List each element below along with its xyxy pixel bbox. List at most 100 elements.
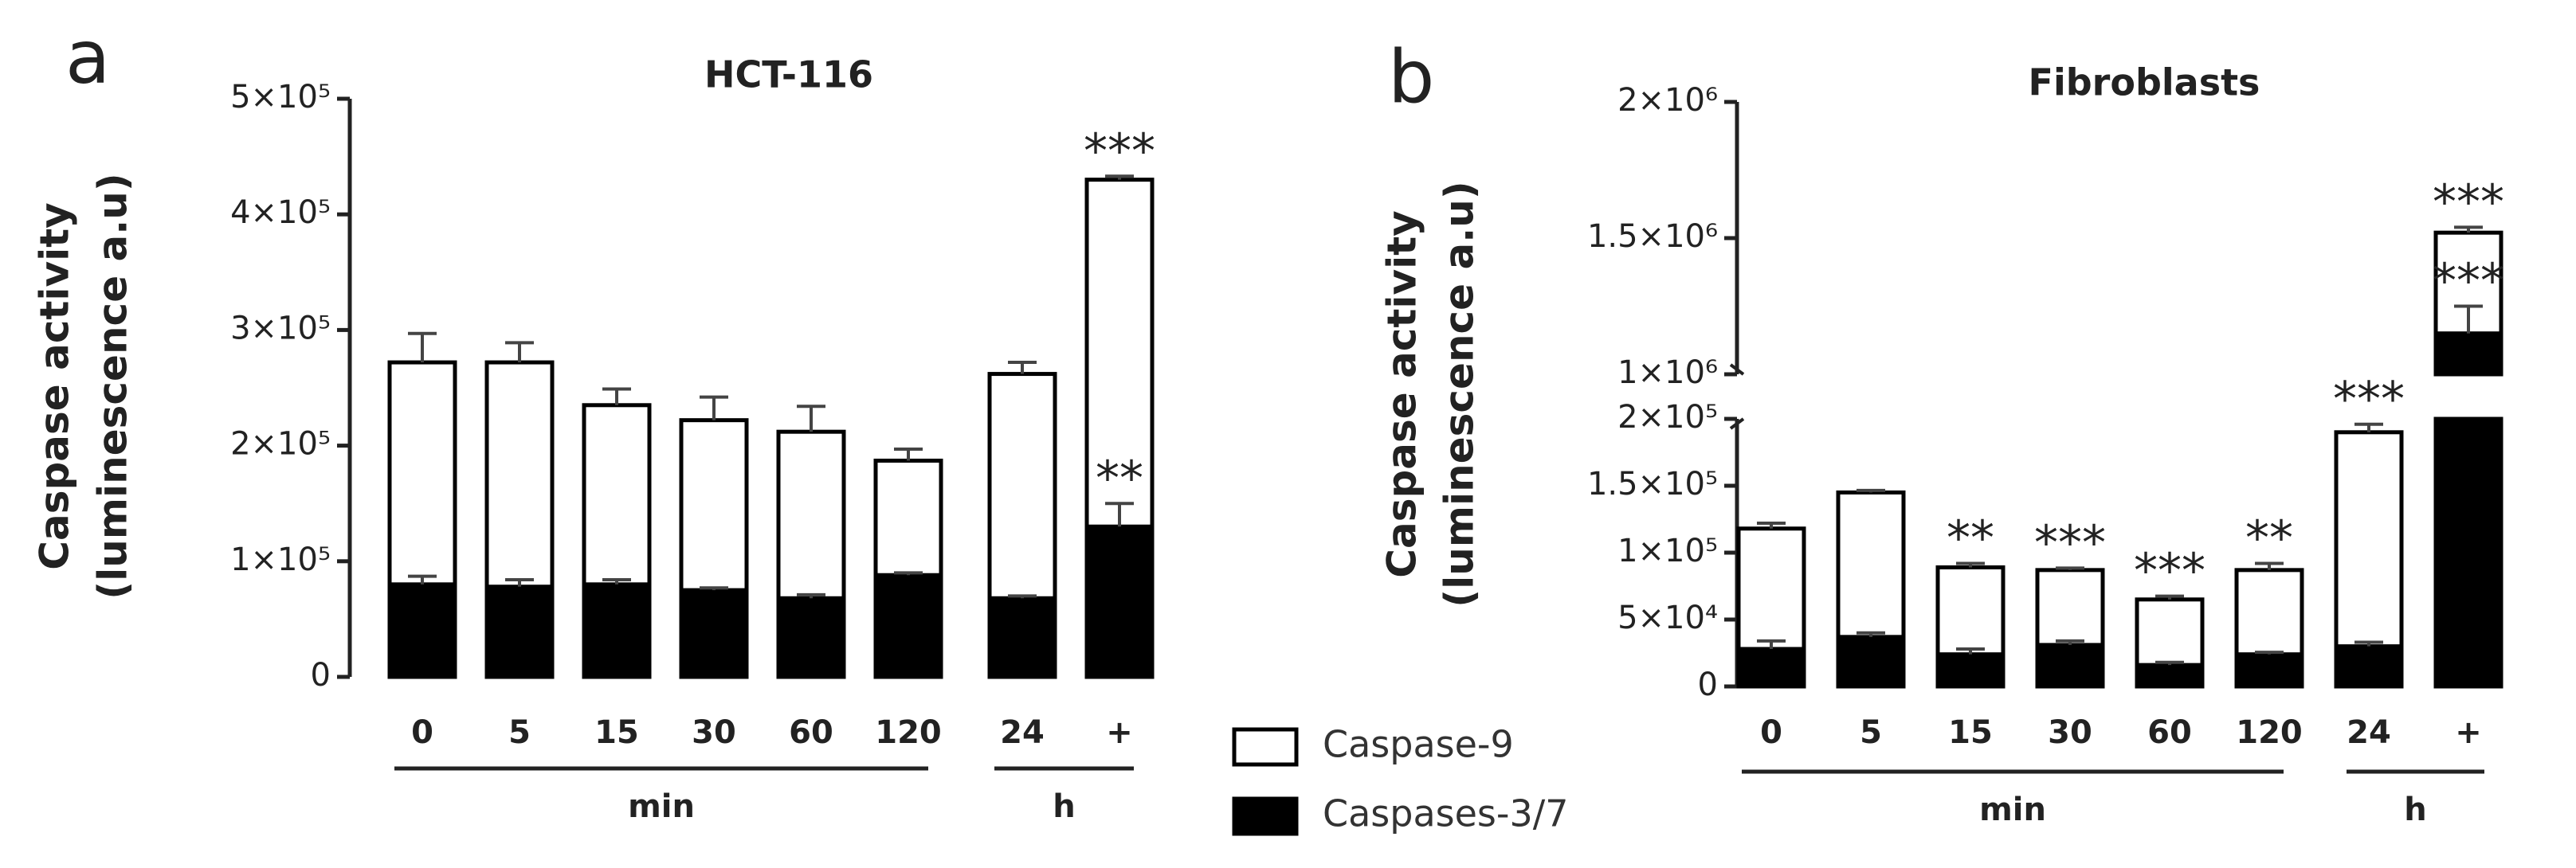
- y-tick-label: 1.5×10⁶: [1587, 218, 1718, 255]
- bar: [1736, 647, 1806, 689]
- error-bar: [2454, 225, 2483, 233]
- error-bar: [1956, 561, 1985, 568]
- significance: ***: [2134, 543, 2205, 599]
- error-bar: [700, 395, 728, 420]
- bar: [484, 585, 555, 679]
- bar: [1935, 652, 2006, 689]
- x-tick-label: 60: [2147, 714, 2192, 751]
- panel: a HCT-116 Caspase activity (luminescence a.…: [32, 14, 1156, 825]
- error-bar: [1757, 639, 1786, 649]
- y-axis-label: Caspase activity: [1379, 210, 1425, 577]
- significance: ***: [2433, 174, 2504, 230]
- error-bar: [2056, 639, 2084, 645]
- x-tick-label: 60: [789, 714, 833, 751]
- chart-title: HCT-116: [704, 53, 873, 96]
- significance: **: [1096, 451, 1143, 506]
- error-bar: [602, 387, 631, 405]
- error-bar: [1008, 594, 1037, 599]
- x-tick-label: 120: [875, 714, 942, 751]
- error-bar: [1008, 361, 1037, 374]
- x-tick-label: 30: [692, 714, 736, 751]
- significance: ***: [2034, 515, 2106, 571]
- error-bar: [894, 447, 923, 461]
- x-tick-label: +: [1106, 714, 1133, 751]
- x-tick-label: +: [2455, 714, 2482, 751]
- bar: [679, 588, 749, 679]
- error-bar: [2454, 304, 2483, 334]
- error-bar: [1956, 647, 1985, 655]
- panel: b Fibroblasts Caspase activity (luminescenc…: [1379, 34, 2505, 828]
- error-bar: [408, 331, 437, 363]
- error-bar: [1105, 174, 1134, 180]
- bar-upper: [2433, 331, 2503, 377]
- y-tick-label: 3×10⁵: [230, 310, 331, 346]
- y-tick-label: 2×10⁶: [1617, 82, 1718, 119]
- significance: ***: [2433, 253, 2504, 309]
- x-tick-label: 30: [2048, 714, 2092, 751]
- axis-break: [1729, 363, 1745, 376]
- significance: **: [2245, 510, 2293, 566]
- error-bar: [2155, 594, 2184, 600]
- error-bar: [2056, 566, 2084, 570]
- bar: [2234, 652, 2304, 689]
- bar: [2433, 416, 2503, 689]
- bar: [2035, 643, 2105, 689]
- x-tick-label: 0: [1760, 714, 1782, 751]
- legend-swatch: [1232, 796, 1299, 836]
- error-bar: [408, 574, 437, 585]
- axis-break: [1729, 417, 1745, 430]
- y-tick-label: 2×10⁵: [1617, 399, 1718, 436]
- y-tick-label: 1×10⁵: [1617, 533, 1718, 569]
- error-bar: [797, 405, 825, 432]
- error-bar: [2354, 422, 2383, 432]
- error-bar: [505, 578, 534, 587]
- x-tick-label: 120: [2236, 714, 2303, 751]
- x-tick-label: 15: [1948, 714, 1993, 751]
- y-axis-label: (luminescence a.u): [1437, 181, 1483, 607]
- group-label: min: [628, 788, 695, 825]
- y-tick-label: 5×10⁴: [1617, 600, 1718, 636]
- error-bar: [602, 578, 631, 585]
- x-tick-label: 24: [2347, 714, 2391, 751]
- x-tick-label: 5: [1860, 714, 1882, 751]
- y-tick-label: 1×10⁵: [230, 542, 331, 578]
- error-bar: [2255, 651, 2284, 655]
- legend-label: Caspase-9: [1323, 723, 1514, 766]
- bar: [387, 582, 457, 679]
- bar: [873, 573, 943, 679]
- group-label: min: [1979, 792, 2046, 828]
- x-tick-label: 0: [411, 714, 433, 751]
- error-bar: [894, 571, 923, 576]
- y-tick-label: 4×10⁵: [230, 194, 331, 231]
- panel-label: a: [65, 14, 110, 100]
- legend-label: Caspases-3/7: [1323, 792, 1569, 835]
- error-bar: [1857, 488, 1885, 493]
- chart-title: Fibroblasts: [2029, 61, 2260, 104]
- legend-swatch: [1232, 727, 1299, 767]
- x-tick-label: 5: [508, 714, 531, 751]
- significance: **: [1947, 510, 1994, 566]
- error-bar: [1857, 631, 1885, 637]
- y-tick-label: 1.5×10⁵: [1587, 466, 1718, 502]
- bar: [1084, 524, 1155, 679]
- significance: ***: [1084, 123, 1155, 179]
- bar: [1836, 635, 1906, 689]
- error-bar: [700, 586, 728, 591]
- bar: [987, 596, 1057, 679]
- significance: ***: [2333, 371, 2405, 427]
- bar: [776, 596, 846, 679]
- bar: [2334, 644, 2404, 689]
- error-bar: [2255, 561, 2284, 570]
- y-tick-label: 0: [1698, 667, 1718, 703]
- error-bar: [1105, 502, 1134, 527]
- x-tick-label: 15: [594, 714, 639, 751]
- group-label: h: [1053, 788, 1075, 825]
- y-tick-label: 1×10⁶: [1617, 354, 1718, 391]
- x-tick-label: 24: [1000, 714, 1045, 751]
- y-tick-label: 0: [311, 657, 331, 694]
- bar: [582, 582, 652, 679]
- error-bar: [797, 592, 825, 599]
- error-bar: [2354, 640, 2383, 647]
- error-bar: [505, 341, 534, 363]
